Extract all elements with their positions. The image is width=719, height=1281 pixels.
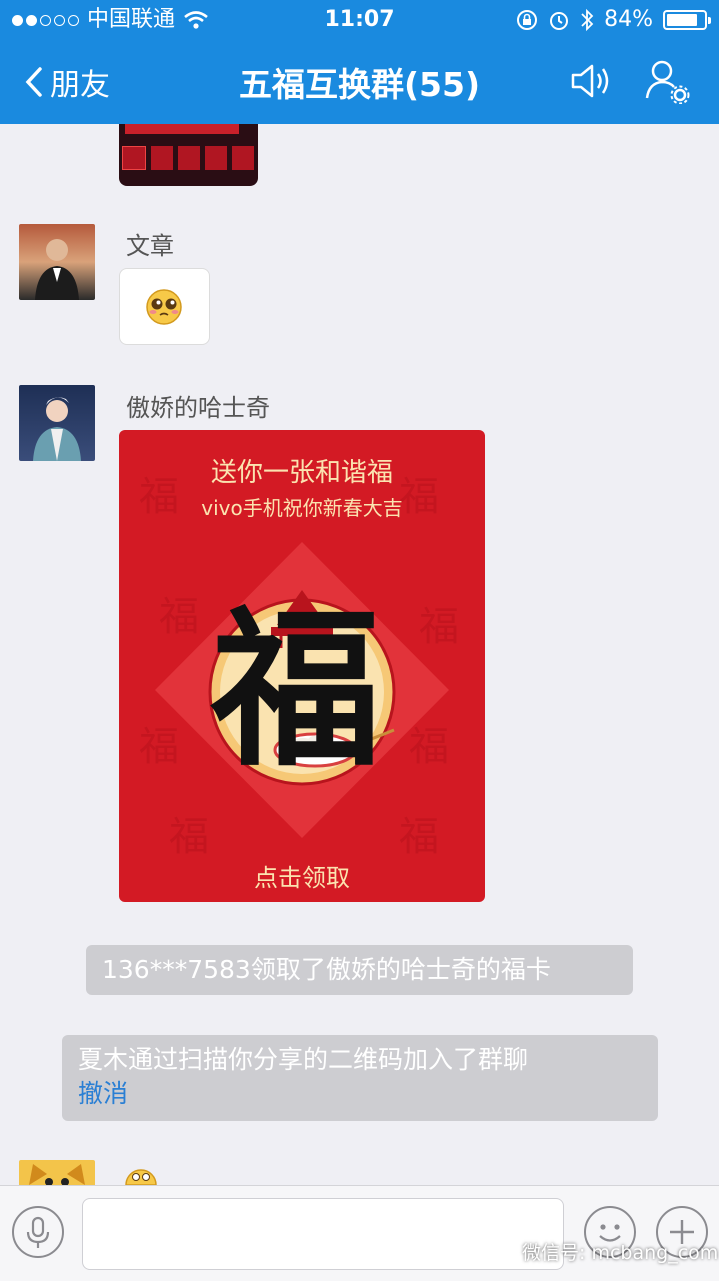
back-button[interactable]: 朋友 [24,60,110,104]
emoji-message-bubble[interactable] [119,268,210,345]
smiley-icon [599,1224,621,1242]
battery-percent: 84% [604,7,653,32]
plus-icon [670,1220,694,1244]
join-notice-text: 夏木通过扫描你分享的二维码加入了群聊 [78,1045,529,1074]
rotation-lock-icon [517,10,538,30]
sender-name: 傲娇的哈士奇 [126,394,270,422]
emoji-face-icon [146,289,182,325]
message-input[interactable] [82,1198,564,1270]
avatar[interactable] [19,385,95,461]
status-bar: 中国联通 11:07 84% [0,0,719,40]
watermark: 微信号: mcbang_com [498,1238,718,1265]
status-time: 11:07 [324,7,395,32]
signal-icon [12,14,79,26]
wechat-logo-icon [498,1246,518,1261]
top-bar: 中国联通 11:07 84% [0,0,719,124]
speaker-icon[interactable] [568,58,614,104]
voice-button[interactable] [12,1206,64,1258]
chevron-left-icon [25,67,42,97]
status-right: 84% [516,0,711,40]
emoji-face-icon [125,1169,157,1185]
claim-notice: 136***7583领取了傲娇的哈士奇的福卡 [86,945,633,995]
svg-text:福: 福 [159,594,199,640]
carrier-label: 中国联通 [87,7,176,32]
group-settings-icon[interactable] [644,58,690,104]
svg-text:福: 福 [409,724,449,770]
previous-image-message[interactable] [119,124,258,186]
fu-character: 福 [211,590,382,790]
card-pattern-icon: 福福 福福 福福 福福 [139,474,459,860]
avatar[interactable] [19,1160,95,1185]
battery-icon [663,10,711,30]
svg-text:福: 福 [419,604,459,650]
more-button[interactable] [656,1206,708,1258]
svg-text:福: 福 [139,724,179,770]
input-bar [0,1185,719,1281]
microphone-icon [26,1216,50,1248]
person-icon [35,239,79,300]
card-claim-button[interactable]: 点击领取 [254,864,350,892]
svg-text:福: 福 [169,814,209,860]
undo-link[interactable]: 撤消 [78,1079,129,1108]
join-notice: 夏木通过扫描你分享的二维码加入了群聊 撤消 [62,1035,658,1121]
claim-notice-text: 136***7583领取了傲娇的哈士奇的福卡 [102,955,551,984]
sender-name: 文章 [126,232,174,260]
person-icon [33,397,81,461]
svg-text:福: 福 [139,474,179,520]
alarm-icon [550,12,569,30]
svg-text:福: 福 [399,474,439,520]
cat-face-icon [29,1164,85,1185]
battery-fill [667,14,697,26]
card-subtitle: vivo手机祝你新春大吉 [201,496,403,520]
wifi-icon [184,11,208,29]
back-label: 朋友 [50,68,110,103]
nav-bar: 朋友 五福互换群(55) [0,40,719,124]
status-left: 中国联通 [12,0,209,40]
avatar[interactable] [19,224,95,300]
bluetooth-icon [581,8,594,32]
watermark-text: 微信号: mcbang_com [522,1242,719,1264]
svg-text:福: 福 [399,814,439,860]
emoji-button[interactable] [584,1206,636,1258]
fu-card-message[interactable]: 福福 福福 福福 福福 福 送你一张和谐福 vivo手机祝你新春大吉 点击领取 [119,430,485,902]
card-title: 送你一张和谐福 [210,458,393,488]
chat-title: 五福互换群(55) [238,65,481,104]
